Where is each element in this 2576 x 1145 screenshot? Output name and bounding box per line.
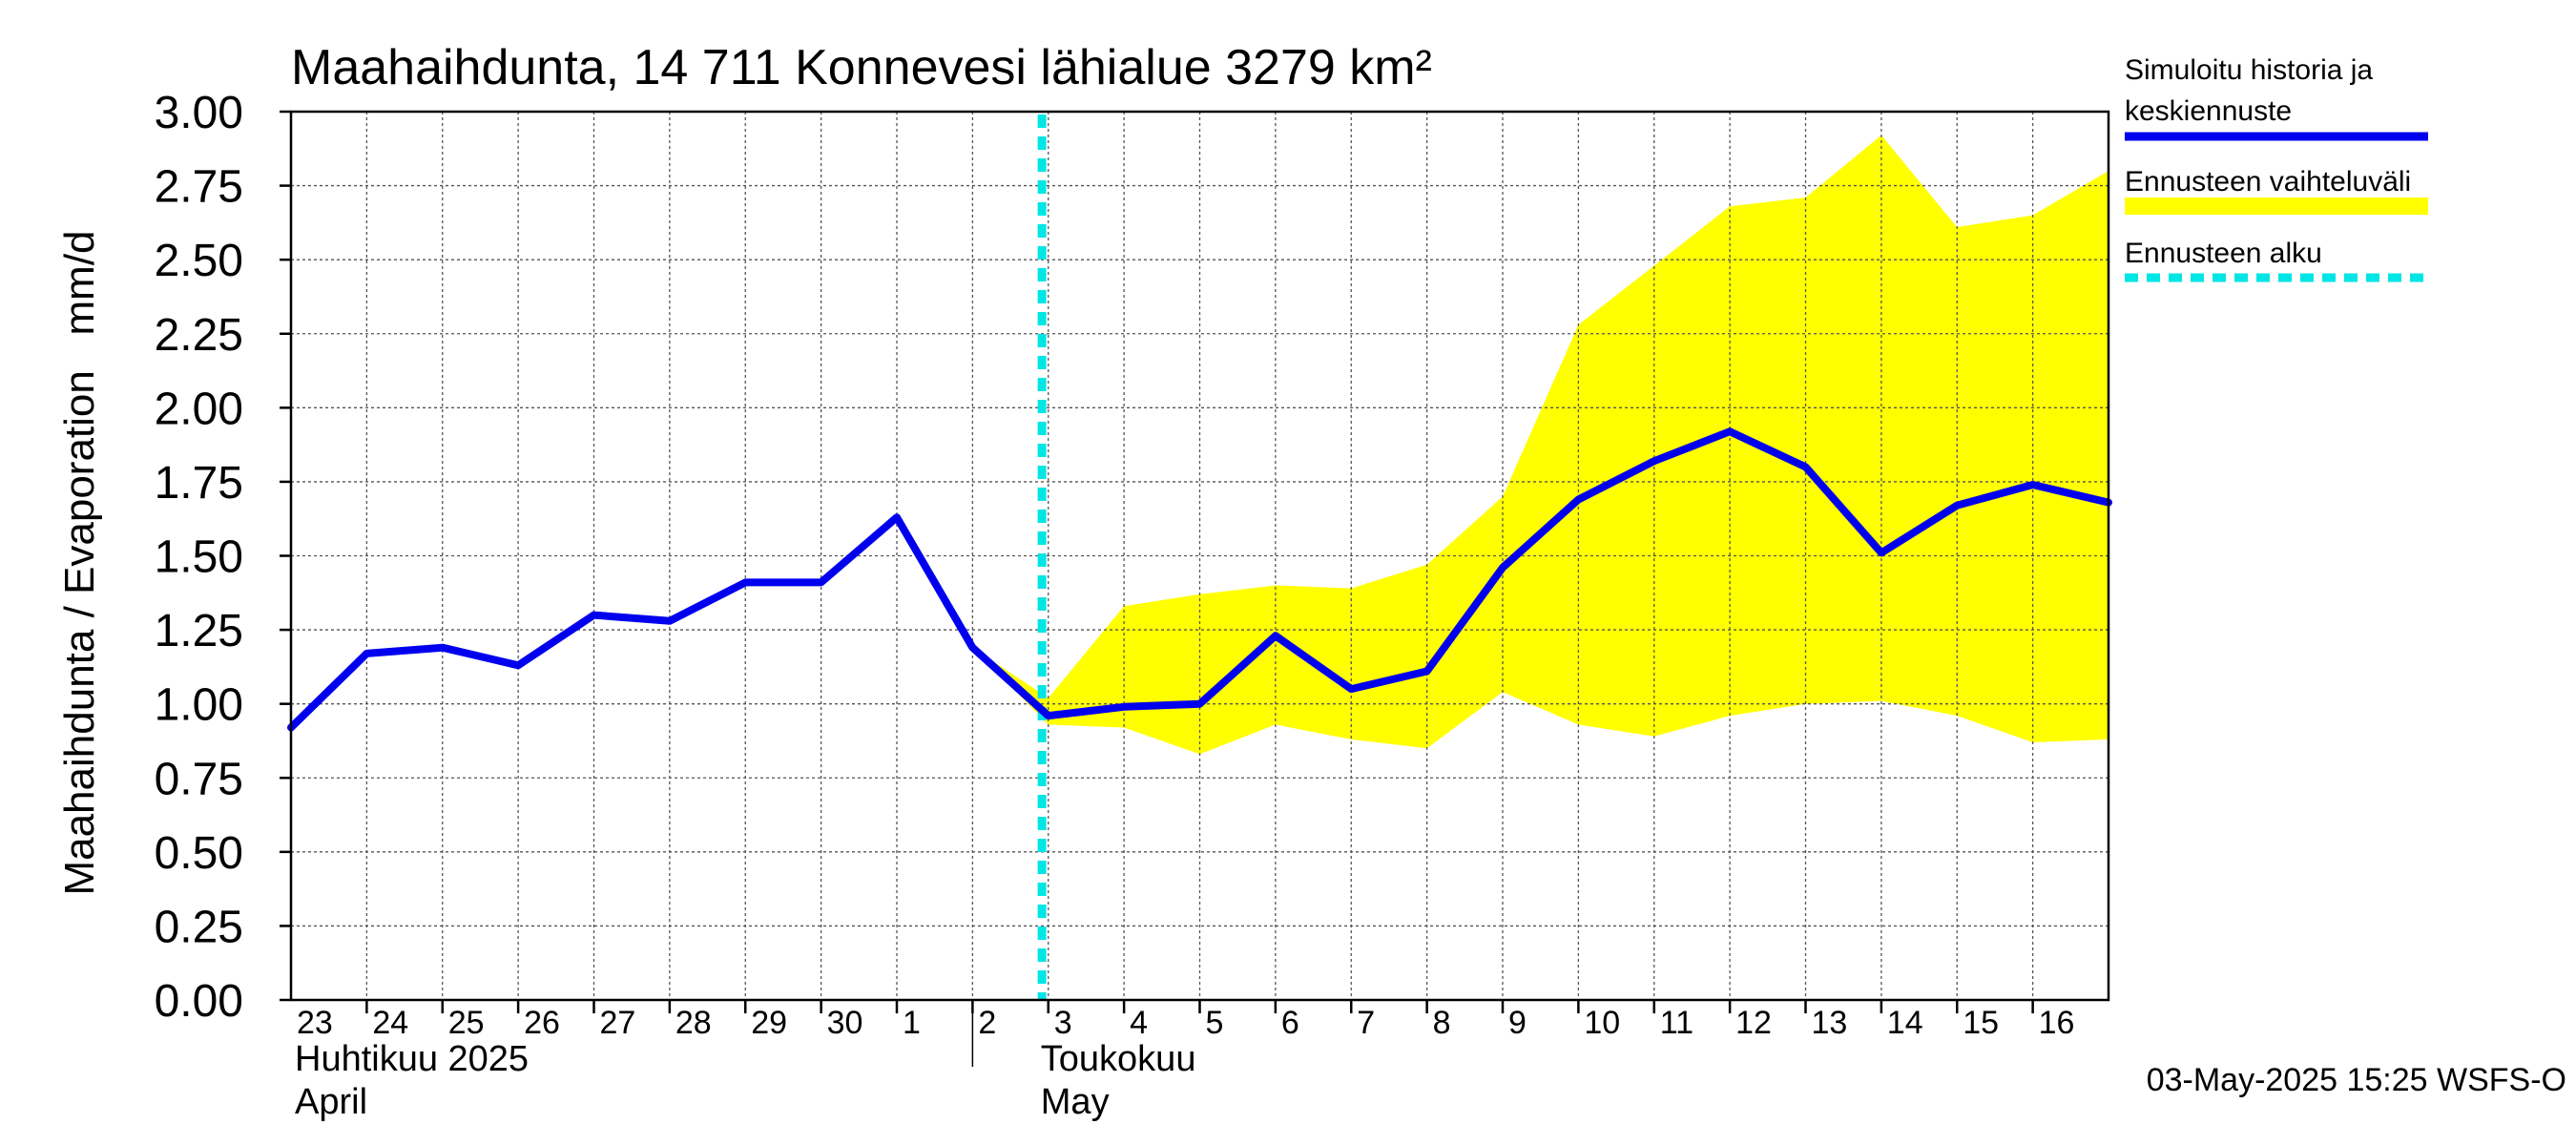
x-tick-label: 2 xyxy=(978,1005,996,1041)
x-tick-label: 6 xyxy=(1281,1005,1299,1041)
chart-title: Maahaihdunta, 14 711 Konnevesi lähialue … xyxy=(291,40,1432,95)
x-tick-label: 1 xyxy=(903,1005,921,1041)
y-tick-label: 1.50 xyxy=(155,532,243,583)
x-tick-label: 14 xyxy=(1887,1005,1923,1041)
x-tick-label: 13 xyxy=(1812,1005,1848,1041)
y-tick-label: 3.00 xyxy=(155,88,243,138)
legend: Simuloitu historia ja keskiennuste Ennuste… xyxy=(2125,54,2428,282)
gridlines xyxy=(291,111,2109,1001)
y-tick-label: 2.50 xyxy=(155,236,243,286)
series-line-mean-forecast xyxy=(287,427,2112,732)
x-tick-label: 16 xyxy=(2039,1005,2075,1041)
x-tick-label: 23 xyxy=(297,1005,333,1041)
legend-label-line2: keskiennuste xyxy=(2125,95,2292,127)
y-tick-label: 2.00 xyxy=(155,384,243,434)
month-label-fi: Toukokuu xyxy=(1041,1039,1196,1079)
x-tick-label: 29 xyxy=(751,1005,787,1041)
series-layer xyxy=(287,427,2112,732)
x-tick-label: 10 xyxy=(1584,1005,1620,1041)
x-tick-label: 5 xyxy=(1206,1005,1224,1041)
y-tick-label: 0.00 xyxy=(155,976,243,1027)
x-tick-label: 15 xyxy=(1963,1005,1999,1041)
x-tick-label: 9 xyxy=(1508,1005,1527,1041)
y-tick-label: 1.75 xyxy=(155,458,243,509)
x-tick-label: 24 xyxy=(372,1005,408,1041)
month-label-fi: Huhtikuu 2025 xyxy=(295,1039,529,1079)
axes xyxy=(280,110,2110,1067)
month-label-en: April xyxy=(295,1082,367,1122)
y-tick-label: 1.25 xyxy=(155,606,243,656)
x-tick-label: 4 xyxy=(1130,1005,1148,1041)
x-tick-label: 27 xyxy=(600,1005,636,1041)
x-tick-label: 7 xyxy=(1357,1005,1375,1041)
legend-label: Ennusteen vaihteluväli xyxy=(2125,166,2411,198)
x-tick-label: 26 xyxy=(524,1005,560,1041)
x-tick-label: 11 xyxy=(1660,1005,1693,1041)
x-tick-label: 3 xyxy=(1054,1005,1072,1041)
x-tick-labels: 23 24 25 26 27 28 29 30 1 2 3 4 5 6 7 8 9 10 11 12 13 14 15 16H… xyxy=(295,1005,2074,1122)
y-tick-label: 0.25 xyxy=(155,902,243,952)
x-tick-label: 30 xyxy=(827,1005,863,1041)
month-label-en: May xyxy=(1041,1082,1110,1122)
y-tick-label: 2.75 xyxy=(155,162,243,213)
footer-timestamp: 03-May-2025 15:25 WSFS-O xyxy=(2147,1062,2566,1098)
forecast-range-band xyxy=(972,135,2109,755)
y-tick-label: 2.25 xyxy=(155,310,243,361)
x-tick-label: 8 xyxy=(1433,1005,1451,1041)
forecast-range-band-layer xyxy=(972,135,2109,755)
y-tick-label: 0.75 xyxy=(155,754,243,804)
legend-label: Simuloitu historia ja xyxy=(2125,54,2373,86)
x-tick-label: 25 xyxy=(448,1005,485,1041)
y-tick-labels: 0.00 0.25 0.50 0.75 1.00 1.25 1.50 1.75 2.00 2.25… xyxy=(155,88,243,1027)
y-tick-label: 1.00 xyxy=(155,680,243,731)
x-tick-label: 28 xyxy=(675,1005,712,1041)
x-tick-label: 12 xyxy=(1735,1005,1772,1041)
y-tick-label: 0.50 xyxy=(155,828,243,879)
y-axis-label: Maahaihdunta / Evaporation mm/d xyxy=(56,230,103,895)
legend-label: Ennusteen alku xyxy=(2125,238,2322,269)
